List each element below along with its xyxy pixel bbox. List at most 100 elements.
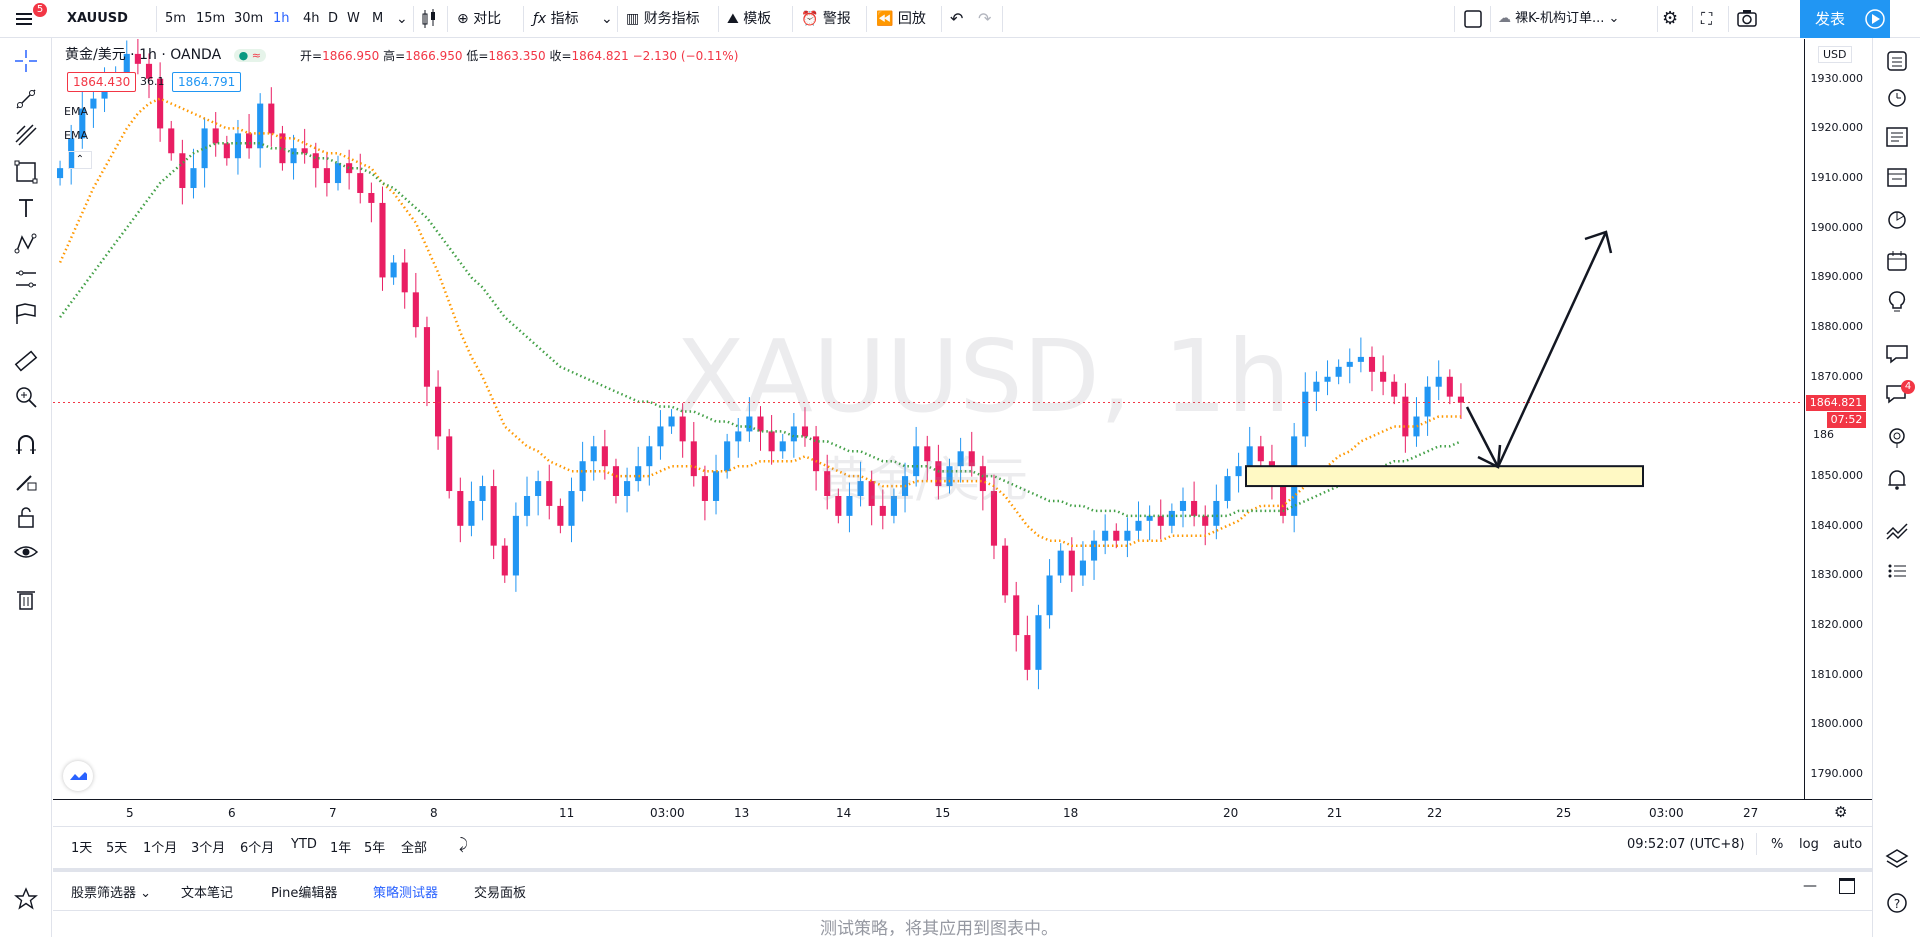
calendar-icon[interactable] [1884, 248, 1910, 274]
replay-button[interactable]: ⏪ 回放 [876, 0, 926, 38]
currency-label[interactable]: USD [1818, 46, 1852, 63]
interval-4h[interactable]: 4h [303, 11, 320, 26]
partial-price-tick: 186 [1813, 428, 1834, 441]
square-icon[interactable] [1463, 0, 1483, 38]
range-5[interactable]: YTD [291, 837, 317, 852]
legend-title[interactable]: 黄金/美元 [65, 47, 126, 63]
streams-icon[interactable] [1884, 424, 1910, 450]
range-1[interactable]: 5天 [106, 841, 128, 856]
order-panel-icon[interactable] [1884, 518, 1910, 544]
publish-button[interactable]: 发表 [1800, 0, 1860, 38]
crosshair-icon[interactable] [13, 48, 39, 74]
alert-button[interactable]: ⏰ 警报 [801, 0, 851, 38]
range-6[interactable]: 1年 [330, 841, 352, 856]
ruler-icon[interactable] [13, 348, 39, 374]
rectangle-tool-icon[interactable] [13, 159, 39, 185]
ideas-bulb-icon[interactable] [1884, 288, 1910, 314]
range-0[interactable]: 1天 [71, 841, 93, 856]
tab-text-notes[interactable]: 文本笔记 [181, 886, 234, 901]
interval-M[interactable]: M [372, 11, 384, 26]
camera-icon[interactable] [1736, 0, 1758, 38]
candle-body [490, 486, 497, 546]
minimize-icon[interactable]: — [1803, 878, 1817, 894]
templates-button[interactable]: ⛰ 模板 [727, 0, 771, 38]
candle-body [1457, 396, 1464, 403]
interval-15m[interactable]: 15m [196, 11, 226, 26]
range-7[interactable]: 5年 [364, 841, 386, 856]
candle-body [1090, 540, 1098, 561]
time-tick: 8 [430, 806, 438, 820]
symbol-search[interactable]: XAUUSD [67, 11, 128, 26]
range-3[interactable]: 3个月 [191, 841, 226, 856]
sell-price[interactable]: 1864.430 [67, 72, 137, 92]
candle-body [301, 148, 308, 154]
interval-30m[interactable]: 30m [234, 11, 264, 26]
news-icon[interactable] [1884, 124, 1910, 150]
help-icon[interactable]: ? [1884, 890, 1910, 916]
ema_slow-line [59, 142, 1462, 518]
fib-icon[interactable] [13, 122, 39, 148]
magnet-icon[interactable] [13, 432, 39, 458]
indicators-button[interactable]: ƒx 指标 [533, 0, 579, 38]
interval-W[interactable]: W [347, 11, 360, 26]
tv-logo-icon[interactable] [63, 761, 93, 791]
compare-button[interactable]: ⊕ 对比 [457, 0, 501, 38]
interval-D[interactable]: D [328, 11, 339, 26]
watchlist-icon[interactable] [1884, 48, 1910, 74]
data-window-icon[interactable] [1884, 164, 1910, 190]
hotlist-icon[interactable] [1884, 206, 1910, 232]
prediction-icon[interactable] [13, 266, 39, 292]
clock-label[interactable]: 09:52:07 (UTC+8) [1627, 837, 1745, 852]
auto-toggle[interactable]: auto [1833, 837, 1863, 852]
price-chart[interactable] [53, 39, 1803, 799]
alarm-clock-icon[interactable] [1884, 84, 1910, 110]
depth-icon[interactable] [1884, 558, 1910, 584]
pencil-lock-icon[interactable] [13, 468, 39, 494]
tab-stock-screener[interactable]: 股票筛选器 ⌄ [71, 882, 151, 901]
chevron-down-icon[interactable]: ⌄ [601, 11, 613, 27]
chevron-down-icon[interactable]: ⌄ [396, 11, 408, 27]
indicator-ema-1[interactable]: EMA [64, 105, 88, 118]
pattern-icon[interactable] [13, 231, 39, 257]
fullscreen-icon[interactable]: ⛶ [1701, 9, 1713, 28]
buy-price[interactable]: 1864.791 [172, 72, 242, 92]
settings-gear-icon[interactable]: ⚙ [1662, 8, 1679, 29]
candles-icon[interactable] [420, 0, 438, 38]
layout-selector[interactable]: ☁ 裸K-机构订单... ⌄ [1498, 0, 1619, 38]
market-status-icon: ● ≈ [233, 49, 266, 62]
redo-icon[interactable]: ↷ [978, 9, 992, 28]
tab-trading-panel[interactable]: 交易面板 [474, 886, 527, 901]
interval-1h[interactable]: 1h [273, 11, 290, 26]
notifications-bell-icon[interactable] [1884, 466, 1910, 492]
log-toggle[interactable]: log [1799, 837, 1819, 852]
candle-body [168, 128, 175, 154]
tab-strategy-tester[interactable]: 策略测试器 [373, 886, 439, 901]
range-8[interactable]: 全部 [401, 841, 428, 856]
goto-date-icon[interactable]: ⤸ [459, 835, 469, 853]
play-icon[interactable] [1860, 0, 1890, 38]
price-axis[interactable]: USD 1930.000 1920.000 1910.000 1900.000 1890… [1804, 39, 1873, 799]
financials-button[interactable]: ▥ 财务指标 [626, 0, 700, 38]
interval-5m[interactable]: 5m [165, 11, 186, 26]
layers-icon[interactable] [1884, 846, 1910, 872]
percent-toggle[interactable]: % [1771, 837, 1784, 852]
lock-icon[interactable] [13, 504, 39, 530]
range-4[interactable]: 6个月 [240, 841, 275, 856]
collapse-legend-icon[interactable]: ⌃ [68, 151, 92, 169]
menu-icon[interactable] [14, 0, 34, 38]
chat-icon[interactable] [1884, 340, 1910, 366]
star-icon[interactable] [13, 886, 39, 912]
text-tool-icon[interactable] [13, 195, 39, 221]
undo-icon[interactable]: ↶ [950, 9, 964, 28]
range-2[interactable]: 1个月 [143, 841, 178, 856]
maximize-icon[interactable] [1839, 878, 1855, 894]
eye-icon[interactable] [13, 539, 39, 565]
axis-settings-gear-icon[interactable]: ⚙ [1834, 803, 1848, 821]
indicator-ema-2[interactable]: EMA [64, 129, 88, 142]
tab-pine-editor[interactable]: Pine编辑器 [271, 886, 338, 901]
zoom-in-icon[interactable] [13, 384, 39, 410]
icon-tool-icon[interactable] [13, 300, 39, 326]
trash-icon[interactable] [13, 586, 39, 612]
trend-line-icon[interactable] [13, 86, 39, 112]
time-axis[interactable]: 5 6 7 8 11 03:00 13 14 15 18 20 21 22 25 03:00 27 ⚙ [53, 799, 1873, 825]
